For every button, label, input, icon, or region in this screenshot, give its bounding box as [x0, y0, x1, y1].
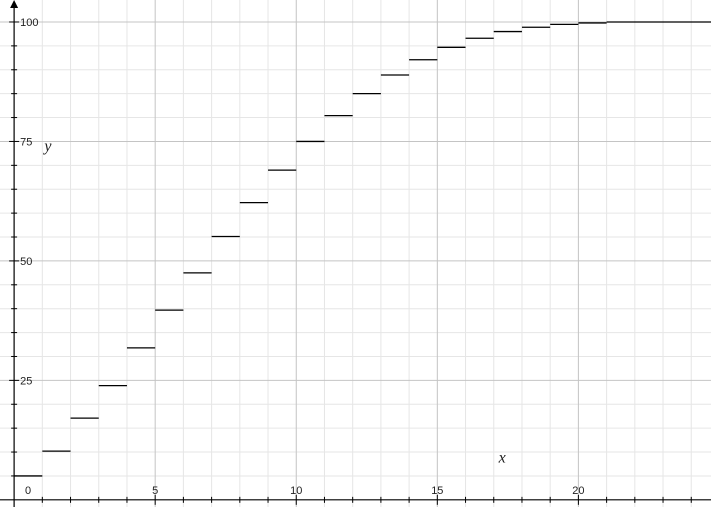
y-tick-label: 75 — [20, 136, 32, 148]
x-tick-label: 10 — [290, 485, 302, 497]
y-tick-label: 25 — [20, 375, 32, 387]
y-tick-label: 100 — [20, 17, 38, 29]
series-layer — [14, 21, 711, 477]
x-tick-label: 15 — [431, 485, 443, 497]
x-axis-label: x — [498, 450, 506, 467]
x-tick-label: 5 — [152, 485, 158, 497]
x-tick-label: 20 — [572, 485, 584, 497]
x-tick-label: 0 — [25, 485, 31, 497]
y-axis-arrow — [10, 0, 19, 8]
y-axis-label: y — [42, 138, 52, 155]
y-tick-label: 50 — [20, 256, 32, 268]
tick-labels: 0 5 10 15 20 25 50 75 100 — [20, 17, 584, 497]
axis-ticks — [9, 21, 692, 505]
